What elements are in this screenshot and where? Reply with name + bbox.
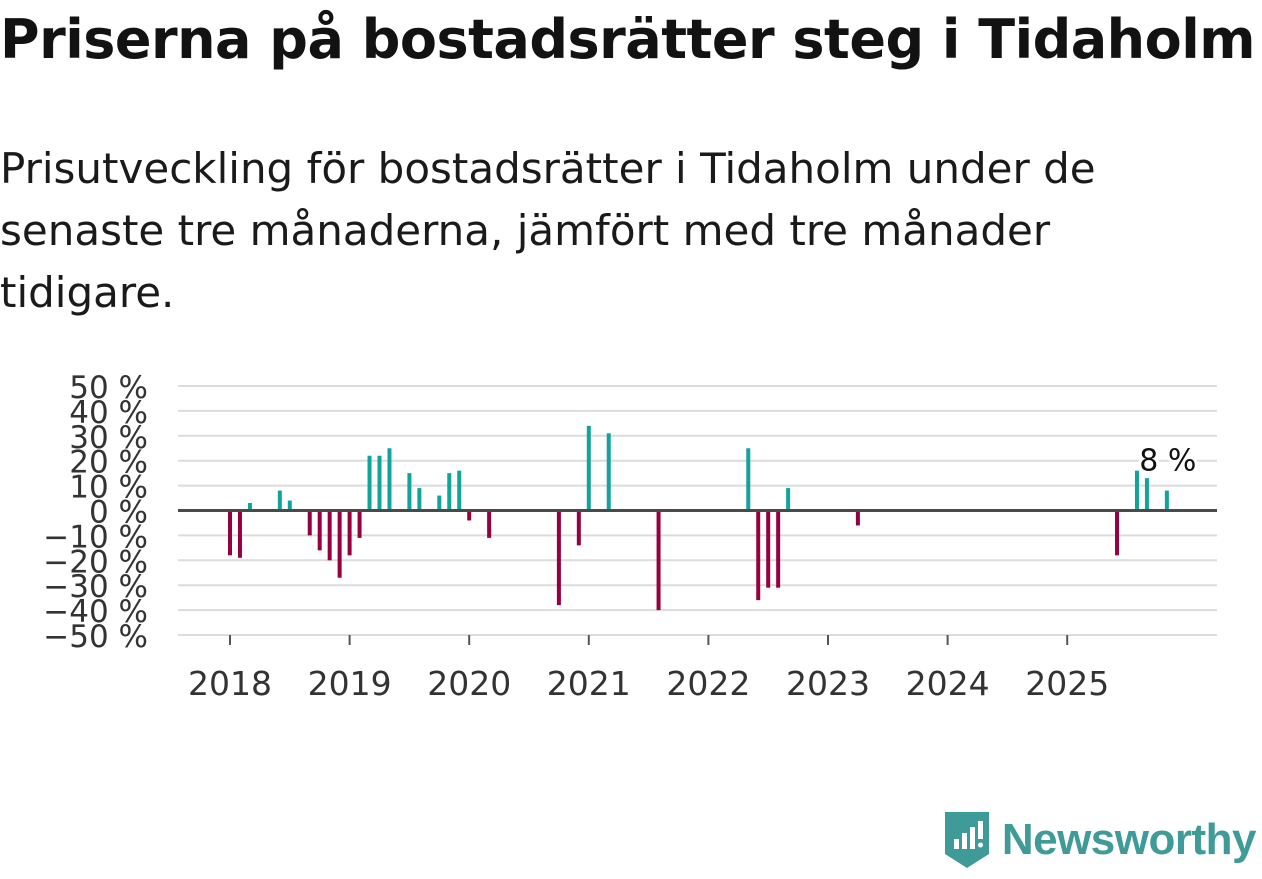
bar (307, 510, 312, 536)
bar (855, 510, 860, 526)
bar (417, 488, 422, 511)
bar (1164, 490, 1169, 511)
bar (407, 473, 412, 511)
bar (766, 510, 771, 588)
x-tick-label: 2024 (906, 664, 990, 700)
bar (606, 433, 611, 511)
chart-title: Priserna på bostadsrätter steg i Tidahol… (0, 8, 1256, 71)
bar (247, 503, 252, 511)
bar (776, 510, 781, 588)
y-tick-label: −40 % (43, 594, 148, 630)
x-tick-label: 2021 (547, 664, 631, 700)
bar (457, 470, 462, 511)
bar (1134, 470, 1139, 511)
y-tick-label: −50 % (43, 619, 148, 655)
bar (347, 510, 352, 556)
bar (1115, 510, 1120, 556)
bar (746, 448, 751, 511)
bar (287, 500, 292, 511)
bar (228, 510, 232, 556)
bar (437, 495, 442, 511)
latest-value-label: 8 % (1139, 444, 1196, 479)
bar (367, 455, 372, 511)
brand-name: Newsworthy (1001, 815, 1257, 864)
bar (487, 510, 492, 538)
y-tick-label: 0 % (89, 495, 148, 531)
x-tick-label: 2020 (427, 664, 511, 700)
bar (576, 510, 581, 546)
y-tick-label: −30 % (43, 569, 148, 605)
y-tick-label: 10 % (69, 470, 148, 506)
bar (756, 510, 761, 601)
newsworthy-logo-icon (944, 812, 989, 868)
y-tick-label: 40 % (69, 395, 148, 431)
x-tick-label: 2022 (666, 664, 750, 700)
y-tick-label: 30 % (69, 420, 148, 456)
y-tick-label: 50 % (69, 370, 148, 406)
bar (1144, 478, 1149, 511)
x-tick-label: 2019 (308, 664, 392, 700)
bar (277, 490, 282, 511)
bar (317, 510, 322, 551)
bar (337, 510, 342, 578)
x-tick-label: 2018 (188, 664, 272, 700)
bar (447, 473, 452, 511)
bar (327, 510, 332, 561)
bar (556, 510, 561, 606)
bar (467, 510, 472, 521)
x-tick-label: 2023 (786, 664, 870, 700)
bar (237, 510, 242, 558)
y-tick-label: −10 % (43, 519, 148, 555)
bar (786, 488, 791, 511)
chart-subtitle: Prisutveckling för bostadsrätter i Tidah… (0, 144, 1096, 317)
bar (387, 448, 392, 511)
bar (377, 455, 382, 511)
x-tick-label: 2025 (1025, 664, 1109, 700)
bar (586, 425, 591, 511)
bar-chart: 50 %40 %30 %20 %10 %0 %−10 %−20 %−30 %−4… (43, 370, 1217, 700)
bar (656, 510, 661, 611)
bar (357, 510, 362, 538)
y-tick-label: 20 % (69, 445, 148, 481)
newsworthy-logo: Newsworthy (942, 809, 1257, 871)
y-tick-label: −20 % (43, 544, 148, 580)
